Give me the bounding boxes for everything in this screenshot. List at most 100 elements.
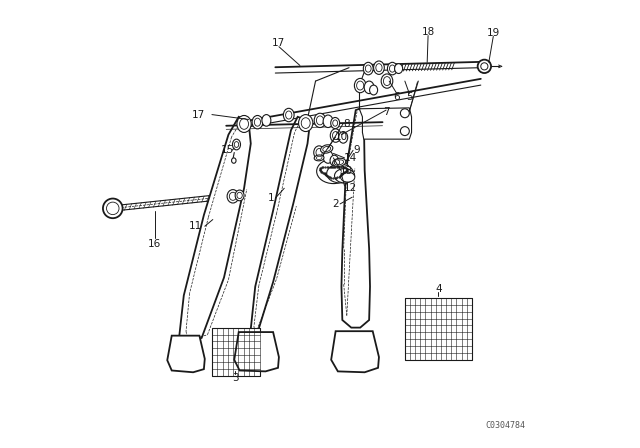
Ellipse shape bbox=[364, 62, 373, 75]
Ellipse shape bbox=[335, 168, 355, 183]
Point bbox=[318, 163, 328, 170]
Ellipse shape bbox=[262, 115, 271, 126]
Text: 10: 10 bbox=[335, 132, 348, 142]
Point bbox=[328, 174, 338, 181]
Ellipse shape bbox=[369, 85, 378, 95]
Point bbox=[324, 173, 334, 181]
Ellipse shape bbox=[323, 115, 333, 128]
Polygon shape bbox=[167, 336, 205, 372]
Point bbox=[331, 174, 341, 181]
Ellipse shape bbox=[301, 118, 310, 129]
Ellipse shape bbox=[323, 146, 331, 151]
Point bbox=[333, 163, 343, 170]
Point bbox=[337, 170, 347, 177]
Text: 6: 6 bbox=[394, 92, 400, 102]
Text: C0304784: C0304784 bbox=[485, 421, 525, 431]
Point bbox=[335, 172, 345, 180]
Point bbox=[340, 168, 351, 175]
Ellipse shape bbox=[284, 108, 294, 122]
Point bbox=[336, 171, 346, 178]
Text: 2: 2 bbox=[332, 199, 339, 209]
Circle shape bbox=[477, 60, 491, 73]
Ellipse shape bbox=[331, 117, 340, 129]
Point bbox=[321, 171, 331, 178]
Text: 13: 13 bbox=[340, 166, 353, 177]
Point bbox=[333, 173, 344, 180]
Point bbox=[329, 164, 339, 171]
Ellipse shape bbox=[390, 65, 396, 72]
Ellipse shape bbox=[356, 81, 364, 90]
Ellipse shape bbox=[314, 155, 324, 161]
Ellipse shape bbox=[335, 160, 344, 165]
Point bbox=[341, 164, 351, 172]
Point bbox=[337, 170, 347, 177]
Point bbox=[330, 163, 340, 170]
Ellipse shape bbox=[340, 172, 355, 182]
Point bbox=[337, 163, 348, 170]
Polygon shape bbox=[251, 117, 310, 340]
Text: 15: 15 bbox=[220, 145, 234, 155]
Ellipse shape bbox=[314, 113, 326, 128]
Point bbox=[320, 163, 330, 170]
Point bbox=[319, 170, 330, 177]
Point bbox=[324, 163, 335, 170]
Ellipse shape bbox=[232, 139, 241, 150]
Circle shape bbox=[106, 202, 119, 215]
Text: 1: 1 bbox=[268, 193, 274, 203]
Text: 14: 14 bbox=[344, 153, 357, 163]
Text: 9: 9 bbox=[353, 145, 360, 155]
Point bbox=[340, 168, 350, 176]
Ellipse shape bbox=[364, 81, 374, 94]
Point bbox=[334, 163, 344, 170]
Point bbox=[321, 172, 332, 179]
Point bbox=[326, 163, 336, 170]
Point bbox=[339, 169, 349, 176]
Point bbox=[339, 164, 349, 171]
Ellipse shape bbox=[326, 164, 353, 183]
Ellipse shape bbox=[299, 115, 313, 132]
Point bbox=[332, 174, 342, 181]
Circle shape bbox=[481, 63, 488, 70]
Ellipse shape bbox=[339, 132, 348, 143]
Point bbox=[342, 166, 352, 173]
Text: 5: 5 bbox=[406, 92, 413, 102]
Polygon shape bbox=[212, 327, 260, 376]
Polygon shape bbox=[359, 108, 412, 139]
Ellipse shape bbox=[317, 159, 350, 184]
Point bbox=[321, 163, 332, 170]
Point bbox=[328, 164, 339, 171]
Ellipse shape bbox=[355, 78, 366, 93]
Point bbox=[342, 167, 352, 174]
Point bbox=[327, 163, 337, 170]
Circle shape bbox=[401, 127, 410, 136]
Text: 8: 8 bbox=[344, 119, 350, 129]
Point bbox=[319, 169, 329, 177]
Polygon shape bbox=[179, 117, 251, 345]
Ellipse shape bbox=[234, 142, 239, 147]
Ellipse shape bbox=[252, 116, 263, 129]
Point bbox=[337, 169, 348, 177]
Polygon shape bbox=[234, 332, 279, 371]
Ellipse shape bbox=[330, 129, 341, 142]
Ellipse shape bbox=[235, 190, 244, 201]
Point bbox=[322, 172, 332, 179]
Text: 17: 17 bbox=[272, 38, 285, 48]
Ellipse shape bbox=[333, 120, 338, 126]
Point bbox=[330, 174, 340, 181]
Point bbox=[335, 172, 346, 179]
Ellipse shape bbox=[330, 155, 339, 166]
Ellipse shape bbox=[374, 61, 384, 74]
Point bbox=[323, 173, 333, 180]
Ellipse shape bbox=[227, 190, 239, 203]
Text: 4: 4 bbox=[435, 284, 442, 294]
Point bbox=[326, 174, 337, 181]
Ellipse shape bbox=[387, 62, 397, 75]
Ellipse shape bbox=[395, 64, 403, 73]
Text: 7: 7 bbox=[383, 108, 389, 117]
Ellipse shape bbox=[316, 156, 322, 159]
Polygon shape bbox=[341, 109, 370, 327]
Point bbox=[340, 164, 351, 171]
Ellipse shape bbox=[254, 118, 260, 126]
Text: 12: 12 bbox=[344, 183, 357, 193]
Point bbox=[332, 163, 342, 170]
